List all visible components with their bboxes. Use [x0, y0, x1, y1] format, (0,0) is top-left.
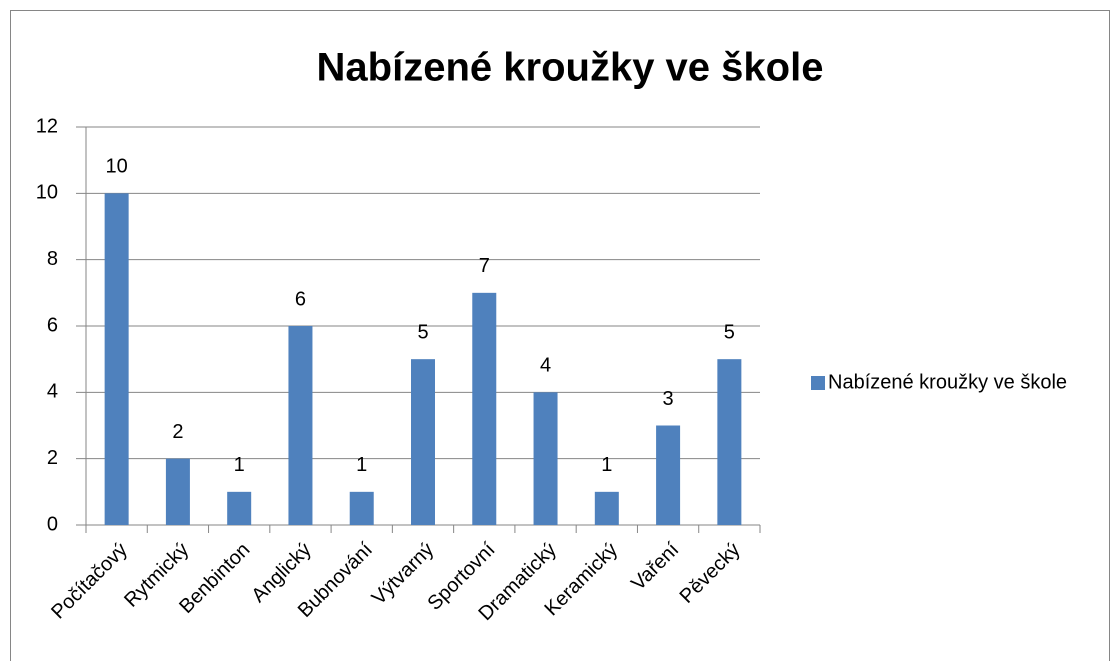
bar: [349, 491, 374, 525]
y-tick-label: 0: [47, 513, 58, 535]
data-label: 5: [417, 321, 428, 343]
bar: [717, 359, 742, 525]
legend-label: Nabízené kroužky ve škole: [828, 371, 1067, 393]
data-label: 4: [540, 355, 551, 377]
bar: [594, 491, 619, 525]
data-label: 1: [356, 454, 367, 476]
data-label: 7: [479, 255, 490, 277]
bar: [104, 193, 129, 526]
data-label: 1: [601, 454, 612, 476]
bar: [533, 392, 558, 525]
bar: [411, 359, 435, 525]
bar: [165, 458, 190, 525]
y-tick-label: 10: [36, 182, 58, 204]
bar: [227, 491, 252, 525]
bar: [656, 425, 681, 525]
data-label: 1: [234, 454, 245, 476]
y-tick-label: 2: [47, 447, 58, 469]
y-tick-label: 6: [47, 314, 58, 336]
data-label: 6: [295, 288, 306, 310]
bar: [288, 326, 313, 525]
legend-swatch: [811, 376, 825, 390]
chart-title: Nabízené kroužky ve škole: [317, 46, 824, 90]
y-tick-label: 4: [47, 381, 58, 403]
data-label: 10: [106, 156, 128, 178]
y-tick-label: 8: [47, 248, 58, 270]
data-label: 2: [172, 421, 183, 443]
data-label: 3: [663, 388, 674, 410]
data-label: 5: [724, 321, 735, 343]
y-tick-label: 12: [36, 115, 58, 137]
chart-frame: [10, 10, 1110, 661]
bar: [472, 292, 497, 525]
